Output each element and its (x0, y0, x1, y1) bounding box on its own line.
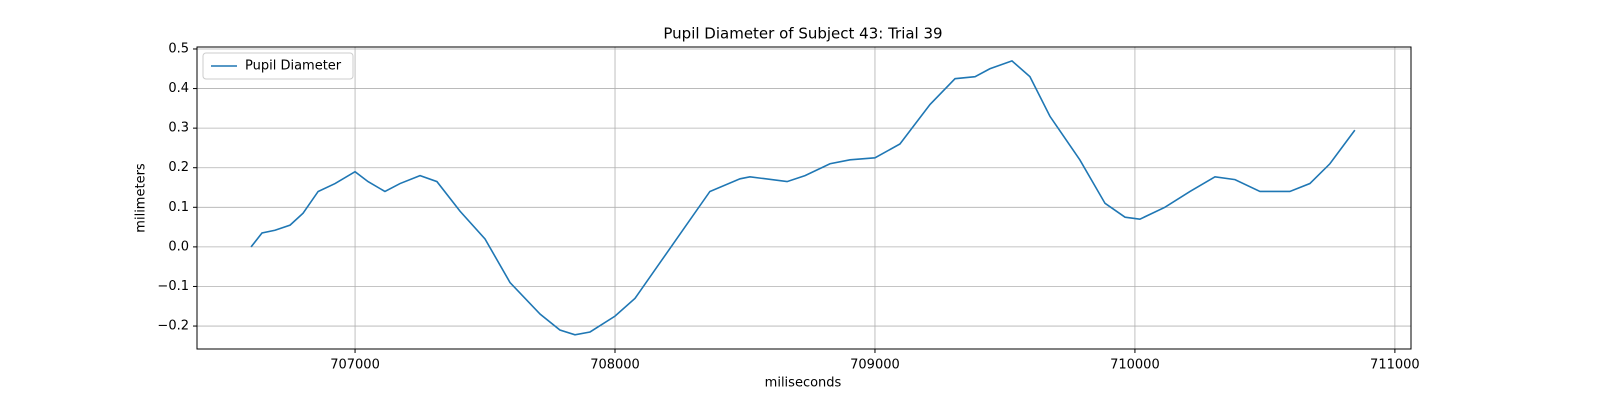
y-tick-label: 0.1 (168, 200, 189, 215)
x-tick-label: 707000 (330, 358, 380, 373)
legend-label: Pupil Diameter (245, 59, 342, 74)
y-tick-label: 0.5 (168, 41, 189, 56)
y-tick-label: 0.0 (168, 239, 189, 254)
y-tick-label: −0.1 (157, 279, 189, 294)
y-tick-label: 0.4 (168, 81, 189, 96)
y-tick-label: −0.2 (157, 319, 189, 334)
plot-frame (196, 46, 1412, 350)
legend: Pupil Diameter (202, 52, 354, 80)
y-tick-label: 0.3 (168, 121, 189, 136)
x-tick-label: 710000 (1110, 358, 1160, 373)
y-tick-label: 0.2 (168, 160, 189, 175)
chart-title: Pupil Diameter of Subject 43: Trial 39 (663, 25, 942, 43)
legend-box (202, 52, 354, 80)
x-tick-label: 708000 (590, 358, 640, 373)
data-line (250, 59, 1356, 336)
x-tick-label: 709000 (850, 358, 900, 373)
x-tick-label: 711000 (1370, 358, 1420, 373)
x-axis-label: miliseconds (765, 376, 842, 391)
y-axis-label: milimeters (134, 163, 149, 233)
